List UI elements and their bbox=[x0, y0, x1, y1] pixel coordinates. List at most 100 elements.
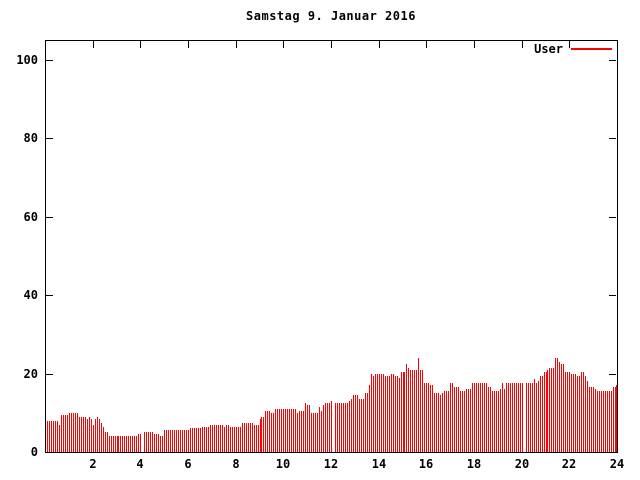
impulse-bar bbox=[470, 389, 471, 452]
impulse-bar bbox=[597, 391, 598, 452]
impulse-bar bbox=[452, 383, 453, 452]
impulse-bar bbox=[446, 391, 447, 452]
impulse-bar bbox=[603, 391, 604, 452]
impulse-bar bbox=[144, 432, 145, 452]
impulse-bar bbox=[188, 430, 189, 452]
impulse-bar bbox=[410, 370, 411, 452]
y-tick-mark-right bbox=[609, 374, 616, 375]
impulse-bar bbox=[432, 385, 433, 452]
impulse-bar bbox=[557, 358, 558, 452]
x-tick-mark-top bbox=[522, 41, 523, 48]
impulse-bar bbox=[301, 411, 302, 452]
impulse-bar bbox=[616, 385, 617, 452]
impulse-bar bbox=[150, 432, 151, 452]
impulse-bar bbox=[593, 387, 594, 452]
impulse-bar bbox=[89, 417, 90, 452]
impulse-bar bbox=[482, 383, 483, 452]
impulse-bar bbox=[140, 434, 141, 452]
impulse-bar bbox=[65, 415, 66, 452]
impulse-bar bbox=[359, 399, 360, 452]
y-tick-mark bbox=[46, 295, 53, 296]
impulse-bar bbox=[422, 370, 423, 452]
impulse-bar bbox=[547, 370, 548, 452]
impulse-bar bbox=[105, 432, 106, 452]
impulse-bar bbox=[180, 430, 181, 452]
impulse-bar bbox=[430, 385, 431, 452]
impulse-bar bbox=[536, 383, 537, 452]
impulse-bar bbox=[353, 395, 354, 452]
y-tick-label: 0 bbox=[30, 445, 38, 459]
y-tick-label: 20 bbox=[23, 367, 38, 381]
impulse-bar bbox=[79, 417, 80, 452]
impulse-bar bbox=[303, 411, 304, 452]
impulse-bar bbox=[345, 403, 346, 452]
impulse-bar bbox=[534, 379, 535, 452]
impulse-bar bbox=[395, 376, 396, 452]
impulse-bar bbox=[73, 413, 74, 452]
y-tick-mark bbox=[46, 138, 53, 139]
impulse-bar bbox=[256, 425, 257, 452]
x-tick-label: 6 bbox=[184, 457, 192, 471]
impulse-bar bbox=[254, 425, 255, 452]
impulse-bar bbox=[321, 411, 322, 452]
chart-title: Samstag 9. Januar 2016 bbox=[246, 9, 416, 23]
impulse-bar bbox=[289, 409, 290, 452]
impulse-bar bbox=[327, 403, 328, 452]
y-tick-mark bbox=[46, 374, 53, 375]
impulse-bar bbox=[581, 372, 582, 452]
impulse-bar bbox=[194, 428, 195, 452]
impulse-bar bbox=[549, 368, 550, 452]
impulse-bar bbox=[468, 389, 469, 452]
y-tick-mark bbox=[46, 217, 53, 218]
impulse-bar bbox=[309, 405, 310, 452]
x-tick-mark-top bbox=[426, 41, 427, 48]
impulse-bar bbox=[573, 374, 574, 452]
impulse-bar bbox=[456, 387, 457, 452]
impulse-bar bbox=[522, 383, 523, 452]
impulse-bar bbox=[325, 403, 326, 452]
impulse-bar bbox=[216, 425, 217, 452]
impulse-bar bbox=[577, 376, 578, 452]
impulse-bar bbox=[166, 430, 167, 452]
y-tick-label: 60 bbox=[23, 210, 38, 224]
impulse-bar bbox=[563, 364, 564, 452]
impulse-bar bbox=[504, 389, 505, 452]
impulse-bar bbox=[490, 387, 491, 452]
impulse-bar bbox=[389, 376, 390, 452]
impulse-bar bbox=[357, 395, 358, 452]
impulse-bar bbox=[267, 411, 268, 452]
impulse-bar bbox=[587, 381, 588, 452]
impulse-bar bbox=[420, 370, 421, 452]
impulse-bar bbox=[551, 368, 552, 452]
impulse-bar bbox=[83, 417, 84, 452]
impulse-bar bbox=[51, 421, 52, 452]
impulse-bar bbox=[397, 376, 398, 452]
impulse-bar bbox=[204, 427, 205, 452]
impulse-bar bbox=[428, 383, 429, 452]
impulse-bar bbox=[532, 383, 533, 452]
x-tick-label: 10 bbox=[275, 457, 291, 471]
impulse-bar bbox=[77, 413, 78, 452]
impulse-bar bbox=[214, 425, 215, 452]
impulse-bar bbox=[371, 374, 372, 452]
impulse-bar bbox=[148, 432, 149, 452]
impulse-bar bbox=[408, 368, 409, 452]
x-tick-mark-top bbox=[236, 41, 237, 48]
impulse-bar bbox=[208, 427, 209, 452]
impulse-bar bbox=[59, 425, 60, 452]
impulse-bar bbox=[605, 391, 606, 452]
y-tick-label: 40 bbox=[23, 288, 38, 302]
impulse-bar bbox=[528, 383, 529, 452]
impulse-bar bbox=[448, 391, 449, 452]
impulse-bar bbox=[81, 417, 82, 452]
impulse-bar bbox=[202, 427, 203, 452]
impulse-bar bbox=[337, 403, 338, 452]
impulse-bar bbox=[514, 383, 515, 452]
impulse-bar bbox=[305, 403, 306, 452]
impulse-bar bbox=[250, 423, 251, 452]
x-tick-mark-top bbox=[188, 41, 189, 48]
impulse-bar bbox=[258, 425, 259, 452]
impulse-bar bbox=[93, 425, 94, 452]
impulse-bar bbox=[365, 393, 366, 452]
y-tick-label: 80 bbox=[23, 131, 38, 145]
